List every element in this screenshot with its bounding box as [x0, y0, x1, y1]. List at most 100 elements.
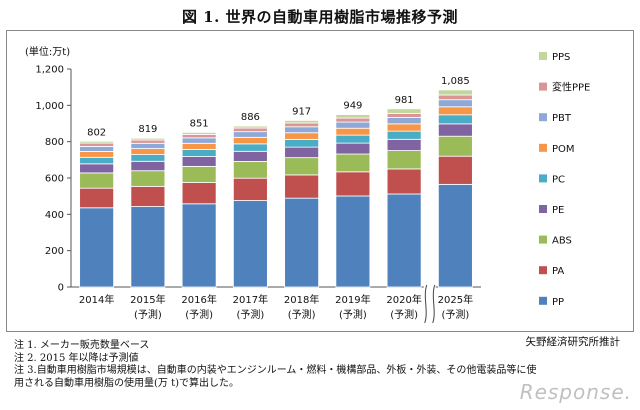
bar-segment [79, 145, 115, 152]
x-tick-label: 2025年 [438, 293, 473, 306]
legend-label: POM [552, 144, 575, 155]
note-1: 注 1. メーカー販売数量ベース [14, 340, 150, 351]
bar-segment [437, 106, 473, 116]
bar-segment [284, 197, 320, 288]
bar-segment [386, 112, 422, 118]
x-tick-label: 2016年 [181, 293, 216, 306]
bar-segment [284, 174, 320, 199]
bar-segment [437, 155, 473, 185]
x-tick-sublabel: (予測) [185, 308, 213, 321]
note-3-continued: 用される自動車用樹脂の使用量(万 t)で算出した。 [14, 377, 239, 389]
x-tick-label: 2015年 [130, 293, 165, 306]
y-tick-label: 1,000 [35, 101, 64, 112]
bar-segment [386, 150, 422, 170]
bar-segment [335, 171, 371, 197]
y-axis-label: (単位:万t) [25, 45, 70, 58]
x-tick-label: 2018年 [284, 293, 319, 306]
data-label-total: 1,085 [441, 76, 470, 87]
bar-segment [130, 154, 166, 162]
bar-segment [335, 117, 371, 123]
bar-segment [284, 122, 320, 128]
bar-segment [232, 143, 268, 152]
bar-segment [181, 203, 217, 288]
legend-label: PC [552, 174, 565, 185]
bar-segment [79, 151, 115, 158]
bar-segment [79, 172, 115, 189]
x-tick-label: 2020年 [386, 293, 421, 306]
legend-label: PBT [552, 113, 572, 124]
note-3: 注 3.自動車用樹脂市場規模は、自動車の内装やエンジンルーム・燃料・機構部品、外… [14, 365, 537, 376]
bar-segment [232, 131, 268, 138]
bar-segment [437, 135, 473, 157]
x-tick-label: 2019年 [335, 293, 370, 306]
legend-label: 変性PPE [552, 81, 590, 94]
bar-segment [232, 125, 268, 129]
bar-segment [181, 132, 217, 135]
bar-segment [79, 140, 115, 144]
bar-segment [232, 136, 268, 145]
bar-segment [335, 121, 371, 129]
bar-segment [232, 161, 268, 179]
x-tick-label: 2017年 [233, 293, 268, 306]
bar-segment [79, 163, 115, 174]
bar-segment [386, 168, 422, 195]
bar-segment [79, 207, 115, 288]
bar-segment [284, 139, 320, 148]
bar-segment [232, 200, 268, 288]
x-tick-sublabel: (予測) [236, 308, 264, 321]
axis-break-mark [424, 284, 428, 324]
bar-segment [284, 157, 320, 176]
y-tick-label: 0 [58, 283, 64, 294]
bar-segment [284, 126, 320, 134]
bar-segment [437, 123, 473, 137]
bar-segment [79, 187, 115, 209]
bar-segment [181, 182, 217, 205]
legend-swatch [539, 143, 547, 152]
bar-segment [181, 149, 217, 157]
note-2: 注 2. 2015 年以降は予測値 [14, 352, 139, 364]
bar-segment [130, 142, 166, 149]
data-label-total: 981 [395, 95, 414, 106]
bar-segment [437, 89, 473, 96]
bar-segment [335, 114, 371, 119]
bar-segment [437, 183, 473, 288]
legend-label: PPS [552, 52, 570, 63]
x-tick-sublabel: (予測) [134, 308, 162, 321]
watermark-logo: Response. [519, 380, 632, 404]
bar-segment [335, 142, 371, 155]
bar-segment [130, 137, 166, 141]
bar-segment [232, 177, 268, 201]
bar-segment [386, 123, 422, 132]
legend-label: ABS [552, 236, 572, 247]
bar-segment [130, 170, 166, 187]
y-tick-label: 200 [45, 246, 64, 257]
x-tick-sublabel: (予測) [339, 308, 367, 321]
bar-segment [335, 153, 371, 173]
data-label-total: 819 [138, 124, 157, 135]
legend-swatch [539, 174, 547, 183]
bar-segment [386, 193, 422, 288]
axis-break-mask [423, 284, 436, 326]
x-tick-sublabel: (予測) [390, 308, 418, 321]
bar-segment [386, 108, 422, 114]
x-tick-sublabel: (予測) [441, 308, 469, 321]
bar-segment [181, 142, 217, 150]
bar-segment [130, 139, 166, 144]
legend-swatch [539, 296, 547, 305]
axis-break-mark [432, 284, 436, 324]
chart-frame: (単位:万t) 0 200 400 600 800 1,000 1,200 802 2014年 81… [6, 30, 634, 332]
chart-title: 図 1. 世界の自動車用樹脂市場推移予測 [181, 8, 459, 26]
bar-segment [386, 130, 422, 140]
bar-segment [386, 138, 422, 151]
bar-segment [181, 137, 217, 144]
legend-label: PA [552, 266, 564, 277]
y-tick-label: 800 [45, 137, 64, 148]
notes: 注 1. メーカー販売数量ベース 注 2. 2015 年以降は予測値 注 3.自… [14, 340, 614, 390]
bar-segment [284, 146, 320, 159]
y-tick-label: 400 [45, 210, 64, 221]
bar-segment [232, 127, 268, 133]
legend-label: PE [552, 205, 564, 216]
data-label-total: 949 [343, 101, 362, 112]
data-label-total: 886 [241, 112, 260, 123]
legend-label: PP [552, 297, 564, 308]
